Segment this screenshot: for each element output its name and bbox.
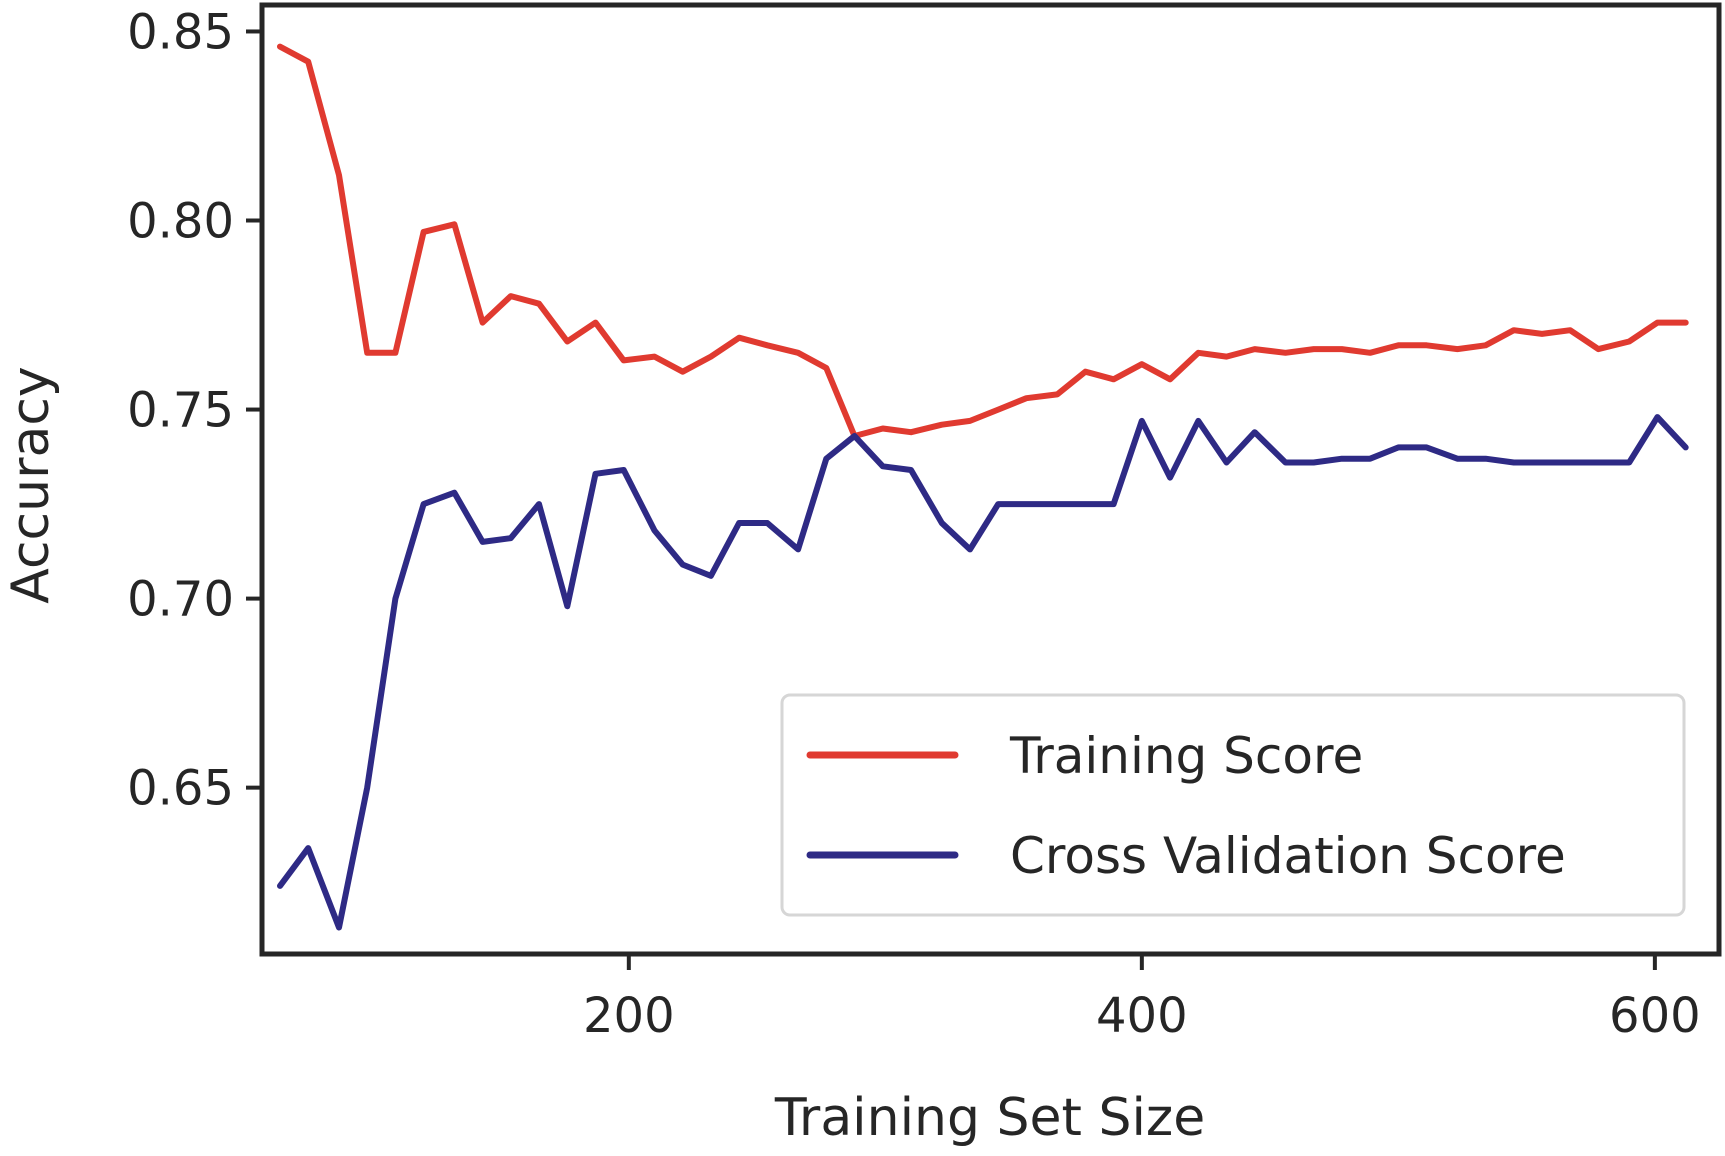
y-axis-label: Accuracy bbox=[1, 366, 61, 603]
legend: Training Score Cross Validation Score bbox=[780, 693, 1686, 917]
y-axis-ticks: 0.65 0.70 0.75 0.80 0.85 bbox=[127, 4, 262, 817]
series-lines bbox=[277, 43, 1689, 931]
legend-label-cross-validation-score: Cross Validation Score bbox=[1010, 827, 1566, 885]
series-line-cross-validation-score bbox=[277, 414, 1689, 931]
series-line-training-score bbox=[277, 43, 1689, 439]
legend-box bbox=[780, 693, 1686, 917]
y-tick-label: 0.70 bbox=[127, 572, 234, 628]
x-tick-label: 200 bbox=[583, 988, 675, 1044]
x-axis-ticks: 200 400 600 bbox=[583, 954, 1701, 1044]
x-tick-label: 600 bbox=[1609, 988, 1701, 1044]
legend-label-training-score: Training Score bbox=[1009, 727, 1363, 785]
x-axis-label: Training Set Size bbox=[774, 1088, 1205, 1148]
x-tick-label: 400 bbox=[1096, 988, 1188, 1044]
y-tick-label: 0.80 bbox=[127, 194, 234, 250]
y-tick-label: 0.85 bbox=[127, 4, 234, 60]
plot-area-frame bbox=[259, 2, 1722, 957]
y-tick-label: 0.65 bbox=[127, 761, 234, 817]
y-tick-label: 0.75 bbox=[127, 383, 234, 439]
